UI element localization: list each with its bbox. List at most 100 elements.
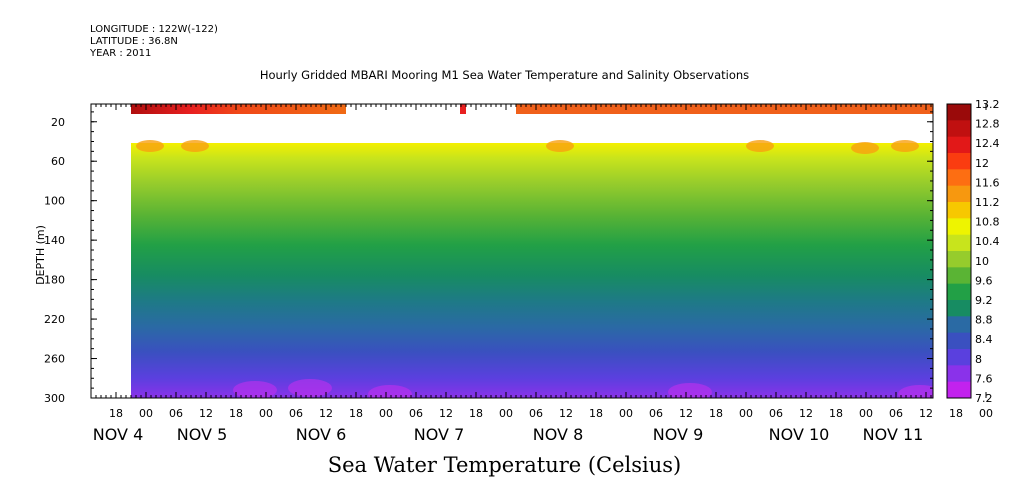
colorbar-swatch: [947, 365, 971, 383]
warm-blob: [546, 140, 574, 152]
plot-frame: [90, 103, 934, 399]
colorbar-swatch: [947, 283, 971, 301]
y-tick-label: 140: [44, 234, 65, 247]
colorbar-swatch: [947, 267, 971, 285]
x-axis-title: Sea Water Temperature (Celsius): [327, 453, 682, 477]
colorbar-label: 9.2: [975, 294, 993, 307]
y-tick-label: 300: [44, 392, 65, 405]
x-hour-label: 06: [529, 407, 543, 420]
colorbar-label: 13.2: [975, 98, 1000, 111]
colorbar-label: 9.6: [975, 274, 993, 287]
colorbar-label: 12.8: [975, 118, 1000, 131]
warm-blob: [746, 140, 774, 152]
x-day-label: NOV 9: [653, 425, 704, 444]
x-hour-label: 18: [709, 407, 723, 420]
x-day-label: NOV 11: [863, 425, 924, 444]
x-hour-label: 12: [319, 407, 333, 420]
surface-band-segment: [460, 104, 466, 114]
x-hour-label: 00: [139, 407, 153, 420]
x-hour-label: 18: [829, 407, 843, 420]
x-hour-label: 18: [349, 407, 363, 420]
cold-blob: [368, 385, 412, 398]
colorbar-swatch: [947, 202, 971, 219]
x-hour-label: 12: [199, 407, 213, 420]
y-tick-label: 20: [51, 116, 65, 129]
x-hour-label: 12: [679, 407, 693, 420]
temperature-field: [131, 143, 933, 398]
x-day-label: NOV 7: [414, 425, 465, 444]
colorbar-label: 8: [975, 353, 982, 366]
colorbar-label: 10.4: [975, 235, 1000, 248]
y-tick-label: 100: [44, 195, 65, 208]
colorbar-label: 12: [975, 157, 989, 170]
cold-blob: [898, 385, 933, 398]
axes: 20 60 100 140 180 220 260 300 18 00 06 12 18 00 06 12 18…: [44, 103, 993, 444]
x-day-label: NOV 5: [177, 425, 228, 444]
colorbar-frame: [946, 103, 972, 399]
colorbar-swatch: [947, 332, 971, 350]
x-hour-label: 12: [559, 407, 573, 420]
x-hour-label: 06: [169, 407, 183, 420]
x-day-label: NOV 4: [93, 425, 144, 444]
colorbar-swatch: [947, 316, 971, 334]
colorbar-swatch: [947, 169, 971, 187]
cold-blob: [233, 381, 277, 398]
x-hour-label: 00: [979, 407, 993, 420]
colorbar-swatch: [947, 185, 971, 203]
colorbar-swatch: [947, 300, 971, 317]
colorbar-label: 12.4: [975, 137, 1000, 150]
colorbar-swatch: [947, 153, 971, 170]
latitude-label: LATITUDE : 36.8N: [90, 36, 178, 47]
y-axis-label: DEPTH (m): [34, 225, 47, 285]
warm-blob: [181, 140, 209, 152]
colorbar-swatch: [947, 349, 971, 366]
x-hour-label: 12: [799, 407, 813, 420]
y-tick-label: 180: [44, 274, 65, 287]
x-day-label: NOV 6: [296, 425, 347, 444]
colorbar-label: 10: [975, 255, 989, 268]
x-hour-label: 12: [919, 407, 933, 420]
longitude-label: LONGITUDE : 122W(-122): [90, 24, 218, 35]
colorbar-swatch: [947, 381, 971, 399]
colorbar-label: 7.2: [975, 392, 993, 405]
warm-blob: [136, 140, 164, 152]
y-tick-label: 260: [44, 353, 65, 366]
colorbar-swatch: [947, 104, 971, 121]
x-hour-label: 00: [739, 407, 753, 420]
x-hour-label: 00: [619, 407, 633, 420]
colorbar-label: 8.8: [975, 314, 993, 327]
x-hour-label: 06: [889, 407, 903, 420]
x-hour-label: 06: [769, 407, 783, 420]
cold-blob: [288, 379, 332, 397]
x-hour-label: 18: [949, 407, 963, 420]
x-hour-label: 00: [859, 407, 873, 420]
x-hour-label: 06: [649, 407, 663, 420]
x-hour-label: 18: [109, 407, 123, 420]
y-tick-label: 60: [51, 155, 65, 168]
colorbar: 13.2 12.8 12.4 12 11.6 11.2 10.8 10.4 10 9.6 9.2 8.…: [946, 98, 1000, 405]
x-hour-label: 18: [589, 407, 603, 420]
x-hour-label: 18: [469, 407, 483, 420]
colorbar-label: 7.6: [975, 372, 993, 385]
colorbar-swatch: [947, 251, 971, 268]
surface-band-segment: [131, 104, 346, 114]
surface-band-segment: [516, 104, 933, 114]
colorbar-swatch: [947, 120, 971, 138]
x-hour-label: 00: [259, 407, 273, 420]
y-tick-label: 220: [44, 313, 65, 326]
colorbar-label: 11.6: [975, 176, 1000, 189]
colorbar-swatch: [947, 136, 971, 154]
colorbar-swatch: [947, 234, 971, 252]
cold-blob: [668, 383, 712, 398]
warm-blob: [851, 142, 879, 154]
x-hour-label: 06: [409, 407, 423, 420]
x-hour-label: 06: [289, 407, 303, 420]
plot-area: [131, 104, 933, 398]
colorbar-label: 10.8: [975, 216, 1000, 229]
x-day-label: NOV 10: [769, 425, 830, 444]
x-hour-label: 00: [499, 407, 513, 420]
colorbar-swatch: [947, 218, 971, 236]
x-day-label: NOV 8: [533, 425, 584, 444]
x-hour-label: 00: [379, 407, 393, 420]
